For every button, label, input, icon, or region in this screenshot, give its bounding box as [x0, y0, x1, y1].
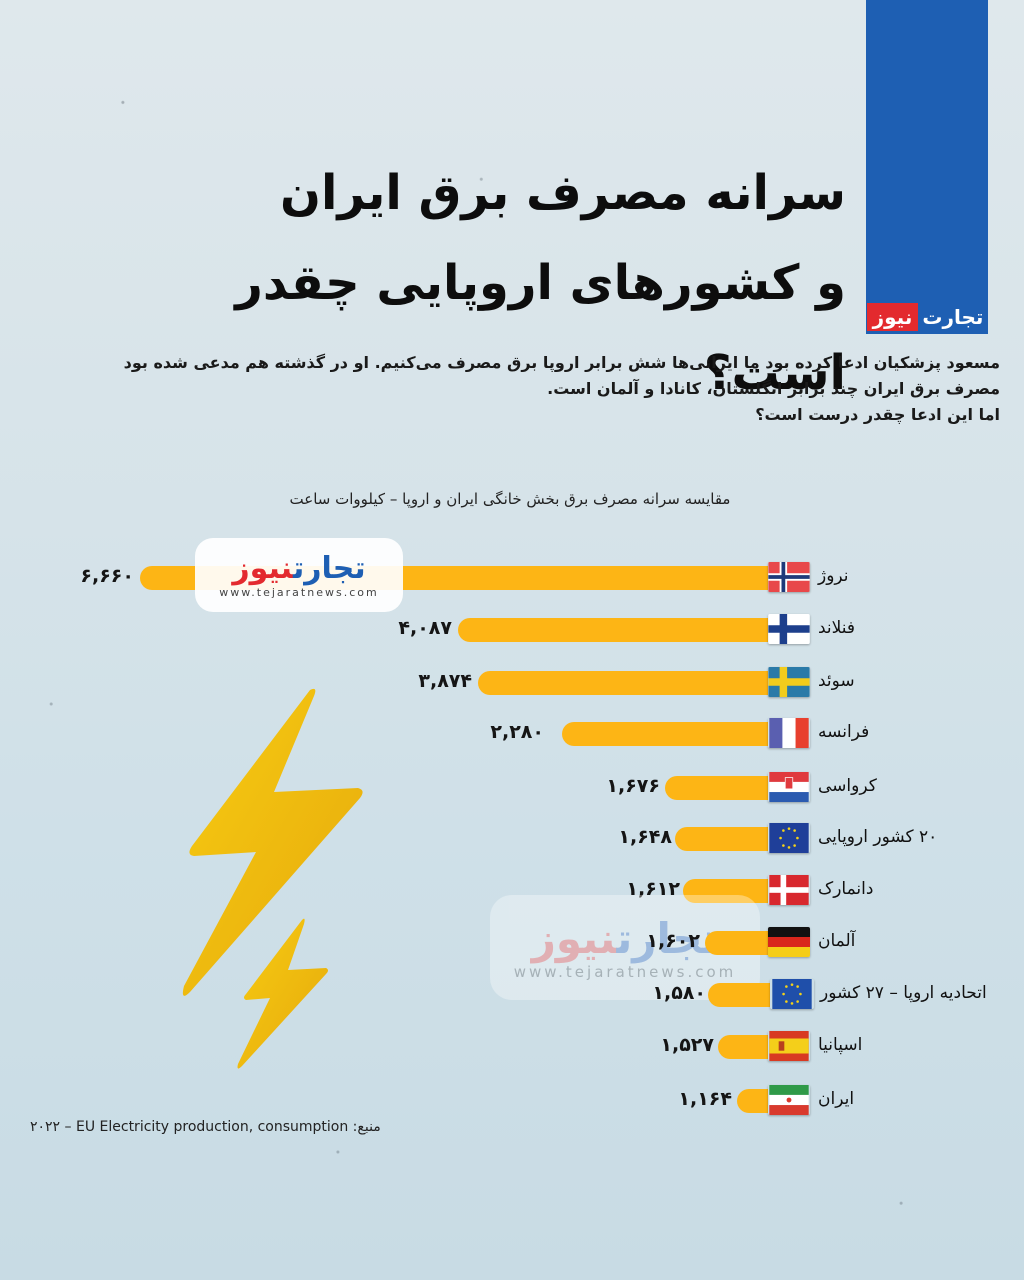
bar-row-france: ۲,۲۸۰ فرانسه	[0, 717, 1024, 751]
bar-20-european-countries	[675, 827, 768, 851]
value-norway: ۶,۶۶۰	[80, 565, 134, 587]
bar-iran	[737, 1089, 768, 1113]
brand-logo: تجارت نیوز	[866, 300, 988, 334]
bar-row-iran: ۱,۱۶۴ ایران	[0, 1084, 1024, 1118]
spain-flag-icon	[769, 1031, 809, 1061]
label-spain: اسپانیا	[818, 1035, 863, 1055]
watermark-top-brand-1: تجارت	[292, 550, 366, 586]
germany-flag-icon	[768, 927, 810, 957]
value-sweden: ۳,۸۷۴	[418, 670, 472, 692]
bar-row-croatia: ۱,۶۷۶ کرواسی	[0, 771, 1024, 805]
value-croatia: ۱,۶۷۶	[606, 775, 660, 797]
bar-row-20-european-countries: ۱,۶۴۸ ۲۰ کشور اروپایی	[0, 822, 1024, 856]
page-title: سرانه مصرف برق ایران و کشورهای اروپایی چ…	[86, 148, 846, 418]
bar-france	[562, 722, 768, 746]
intro-line-1: مسعود پزشکیان ادعا کرده بود ما ایرانی‌ها…	[123, 353, 1000, 372]
watermark-top-brand-2: نیوز	[232, 550, 293, 586]
watermark-center-brand-1: تجارت	[616, 913, 719, 963]
label-20-european-countries: ۲۰ کشور اروپایی	[818, 827, 938, 847]
label-france: فرانسه	[818, 722, 870, 742]
finland-flag-icon	[768, 614, 810, 644]
denmark-flag-icon	[769, 875, 809, 905]
value-denmark: ۱,۶۱۲	[626, 878, 680, 900]
croatia-flag-icon	[769, 772, 809, 802]
france-flag-icon	[769, 718, 809, 748]
label-norway: نروژ	[818, 566, 849, 586]
title-line-2: و کشورهای اروپایی چقدر است؟	[235, 255, 846, 401]
label-eu27: اتحادیه اروپا – ۲۷ کشور	[820, 983, 987, 1003]
eu-flag-icon	[769, 823, 809, 853]
brand-banner	[866, 0, 988, 334]
watermark-top: تجارتنیوز www.tejaratnews.com	[195, 538, 403, 612]
eu-flag-icon	[772, 979, 812, 1009]
bar-croatia	[665, 776, 768, 800]
iran-flag-icon	[769, 1085, 809, 1115]
bar-row-denmark: ۱,۶۱۲ دانمارک	[0, 874, 1024, 908]
bar-finland	[458, 618, 768, 642]
value-iran: ۱,۱۶۴	[678, 1088, 732, 1110]
watermark-top-url: www.tejaratnews.com	[219, 585, 379, 599]
intro-line-3: اما این ادعا چقدر درست است؟	[755, 405, 1000, 424]
bar-row-eu27: ۱,۵۸۰ اتحادیه اروپا – ۲۷ کشور	[0, 978, 1024, 1012]
value-20-european-countries: ۱,۶۴۸	[618, 826, 672, 848]
source-note: ۲۰۲۲ – EU Electricity production, consum…	[30, 1119, 381, 1135]
label-iran: ایران	[818, 1089, 855, 1109]
bar-germany	[705, 931, 768, 955]
label-germany: آلمان	[818, 931, 856, 951]
chart-title: مقایسه سرانه مصرف برق بخش خانگی ایران و …	[289, 490, 731, 508]
watermark-center-brand-2: نیوز	[531, 913, 617, 963]
value-eu27: ۱,۵۸۰	[652, 982, 706, 1004]
lightning-bolt-icon	[182, 688, 363, 1069]
bar-row-finland: ۴,۰۸۷ فنلاند	[0, 613, 1024, 647]
bar-row-spain: ۱,۵۲۷ اسپانیا	[0, 1030, 1024, 1064]
title-line-1: سرانه مصرف برق ایران	[280, 165, 846, 221]
label-sweden: سوئد	[818, 671, 855, 691]
bar-row-norway: ۶,۶۶۰ نروژ	[0, 561, 1024, 595]
brand-logo-part1: تجارت	[922, 305, 984, 329]
value-france: ۲,۲۸۰	[490, 721, 544, 743]
brand-logo-part2: نیوز	[866, 303, 919, 331]
intro-paragraph: مسعود پزشکیان ادعا کرده بود ما ایرانی‌ها…	[100, 350, 1000, 428]
value-spain: ۱,۵۲۷	[660, 1034, 714, 1056]
label-denmark: دانمارک	[818, 879, 874, 899]
label-finland: فنلاند	[818, 618, 856, 638]
label-croatia: کرواسی	[818, 776, 877, 796]
bar-row-sweden: ۳,۸۷۴ سوئد	[0, 666, 1024, 700]
bar-row-germany: ۱,۶۰۲ آلمان	[0, 926, 1024, 960]
bar-sweden	[478, 671, 768, 695]
bar-spain	[718, 1035, 768, 1059]
bar-denmark	[683, 879, 768, 903]
intro-line-2: مصرف برق ایران چند برابر انگلستان، کاناد…	[547, 379, 1000, 398]
value-germany: ۱,۶۰۲	[646, 930, 700, 952]
watermark-center-url: www.tejaratnews.com	[513, 962, 737, 981]
sweden-flag-icon	[768, 667, 810, 697]
value-finland: ۴,۰۸۷	[398, 617, 452, 639]
norway-flag-icon	[768, 562, 810, 592]
bar-eu27	[708, 983, 770, 1007]
